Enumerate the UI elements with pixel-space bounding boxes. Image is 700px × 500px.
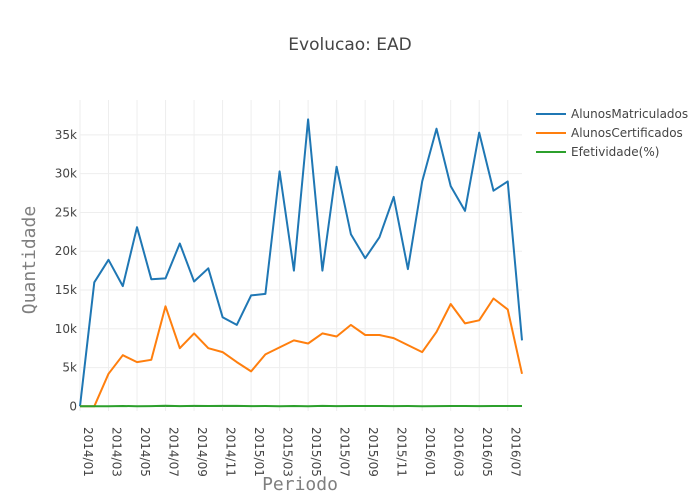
x-tick-label: 2015/05 [309, 427, 323, 477]
grid-layer [79, 100, 522, 411]
legend[interactable]: AlunosMatriculados AlunosCertificados Efet… [536, 107, 688, 159]
legend-label: Efetividade(%) [571, 145, 659, 159]
series-line-efetividade [80, 404, 522, 408]
legend-item-alunoscertificados[interactable]: AlunosCertificados [536, 126, 683, 140]
series-line-alunoscertificados [80, 297, 523, 408]
y-tick-label: 0 [69, 399, 77, 413]
legend-item-efetividade[interactable]: Efetividade(%) [536, 145, 659, 159]
x-tick-label: 2016/07 [509, 427, 523, 477]
y-tick-label: 25k [55, 205, 77, 219]
y-tick-label: 20k [55, 244, 77, 258]
x-tick-label: 2016/05 [480, 427, 494, 477]
x-tick-label: 2015/11 [395, 427, 409, 477]
series-layer [79, 118, 523, 408]
y-tick-label: 5k [62, 361, 77, 375]
x-tick-label: 2016/01 [423, 427, 437, 477]
y-axis-ticks: 0 5k 10k 15k 20k 25k 30k 35k [55, 128, 77, 413]
x-tick-label: 2014/09 [195, 427, 209, 477]
legend-label: AlunosMatriculados [571, 107, 688, 121]
series-line-alunosmatriculados [79, 118, 523, 407]
x-tick-label: 2014/03 [110, 427, 124, 477]
legend-item-alunosmatriculados[interactable]: AlunosMatriculados [536, 107, 688, 121]
chart-title: Evolucao: EAD [288, 35, 411, 55]
x-tick-label: 2014/01 [81, 427, 95, 477]
x-axis-title: Periodo [262, 474, 338, 495]
x-tick-label: 2016/03 [452, 427, 466, 477]
x-tick-label: 2014/07 [167, 427, 181, 477]
x-tick-label: 2015/01 [252, 427, 266, 477]
x-tick-label: 2014/11 [224, 427, 238, 477]
y-tick-label: 10k [55, 322, 77, 336]
x-tick-label: 2015/03 [281, 427, 295, 477]
legend-label: AlunosCertificados [571, 126, 683, 140]
y-tick-label: 30k [55, 167, 77, 181]
y-axis-title: Quantidade [19, 206, 40, 314]
x-tick-label: 2014/05 [138, 427, 152, 477]
y-tick-label: 15k [55, 283, 77, 297]
x-axis-ticks: 2014/01 2014/03 2014/05 2014/07 2014/09 2014/… [81, 427, 523, 477]
y-tick-label: 35k [55, 128, 77, 142]
x-tick-label: 2015/07 [338, 427, 352, 477]
x-tick-label: 2015/09 [366, 427, 380, 477]
